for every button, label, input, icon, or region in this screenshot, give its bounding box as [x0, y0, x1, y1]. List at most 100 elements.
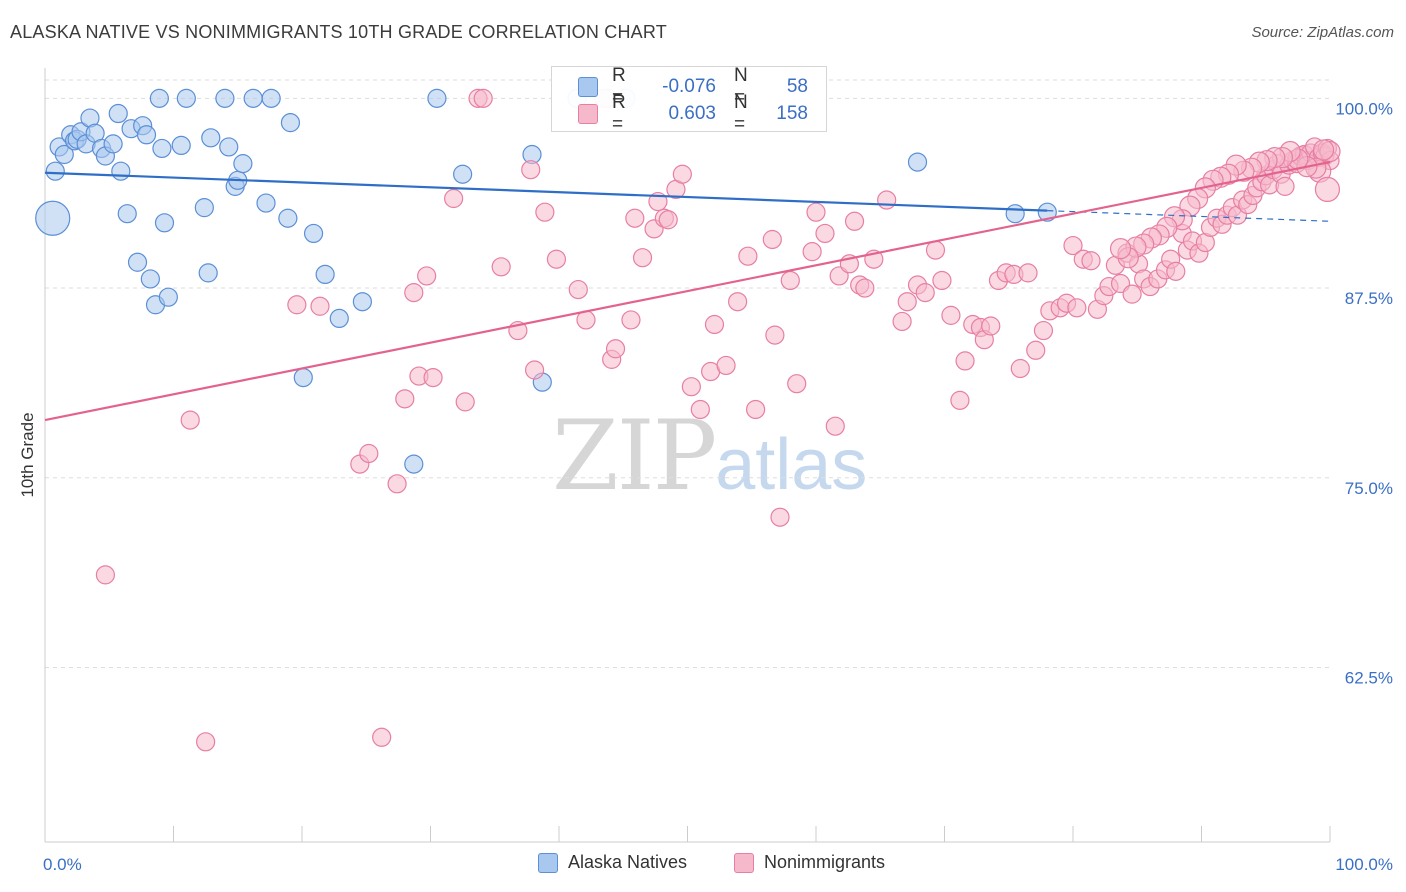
alaska-natives-point [261, 88, 281, 108]
nonimmigrants-point [1122, 284, 1142, 304]
nonimmigrants-point [681, 377, 701, 397]
nonimmigrants-point [915, 283, 935, 303]
alaska-natives-point [149, 88, 169, 108]
legend-swatch-blue [578, 77, 598, 97]
nonimmigrants-point [605, 339, 626, 359]
nonimmigrants-point [825, 416, 845, 436]
nonimmigrants-point [892, 311, 912, 332]
alaska-natives-point [1037, 202, 1057, 222]
watermark-zip: ZIP [552, 400, 717, 512]
alaska-natives-point [329, 308, 349, 329]
y-tick-label: 62.5% [1345, 668, 1393, 687]
nonimmigrants-point [1166, 261, 1186, 281]
legend-swatch-pink [578, 104, 598, 124]
nonimmigrants-point [404, 283, 424, 303]
alaska-natives-point [201, 128, 221, 148]
nonimmigrants-point [941, 305, 961, 325]
nonimmigrants-point [1109, 238, 1132, 260]
nonimmigrants-point [417, 266, 437, 286]
nonimmigrants-point [621, 310, 641, 330]
nonimmigrants-point [359, 443, 379, 464]
alaska-natives-point [198, 263, 218, 283]
nonimmigrants-point [535, 202, 555, 222]
alaska-natives-trendline-extension [1047, 210, 1331, 222]
nonimmigrants-point [672, 164, 692, 184]
alaska-natives-point [127, 252, 148, 272]
alaska-natives-trendline [44, 171, 1048, 212]
nonimmigrants-point [372, 727, 392, 747]
alaska-natives-point [404, 454, 424, 474]
nonimmigrants-point [762, 229, 782, 250]
y-axis-label: 10th Grade [18, 412, 37, 497]
alaska-natives-point [194, 198, 214, 218]
legend-row-alaska-natives: R = -0.076 N = 58 [552, 65, 808, 108]
nonimmigrants-point [787, 374, 807, 394]
alaska-natives-point [215, 88, 235, 108]
nonimmigrants-point [1033, 320, 1054, 341]
alaska-natives-point [256, 193, 276, 213]
alaska-natives-point [1005, 204, 1025, 224]
alaska-natives-point [453, 164, 473, 184]
alaska-natives-point [111, 161, 131, 181]
alaska-natives-point [352, 292, 372, 312]
nonimmigrants-point [925, 240, 946, 260]
legend-r-value: 0.603 [668, 103, 716, 124]
alaska-natives-point [140, 269, 160, 289]
legend-r-value: -0.076 [662, 76, 716, 97]
nonimmigrants-point [1018, 263, 1038, 283]
x-tick-label-left: 0.0% [43, 855, 82, 874]
bottom-legend-swatch-blue [538, 852, 558, 873]
alaska-natives-point [907, 152, 928, 172]
nonimmigrants-point [765, 325, 785, 345]
nonimmigrants-point [491, 257, 511, 277]
alaska-natives-point [108, 103, 128, 124]
nonimmigrants-point [632, 248, 653, 268]
nonimmigrants-point [287, 295, 307, 315]
bottom-legend-nonimmigrants: Nonimmigrants [734, 852, 885, 873]
legend-r-label: R = [612, 92, 626, 135]
nonimmigrants-point [746, 399, 766, 420]
alaska-natives-point [158, 287, 178, 307]
alaska-natives-point [171, 135, 191, 155]
nonimmigrants-point [1275, 176, 1295, 196]
nonimmigrants-point [728, 292, 748, 312]
nonimmigrants-point [855, 278, 875, 298]
alaska-natives-point [152, 138, 172, 159]
alaska-natives-point [176, 88, 196, 108]
nonimmigrants-point [521, 160, 541, 180]
nonimmigrants-point [690, 399, 710, 420]
x-tick-label-right: 100.0% [1335, 855, 1393, 874]
source-label: Source: ZipAtlas.com [1251, 24, 1394, 41]
alaska-natives-point [219, 137, 239, 157]
alaska-natives-point [278, 208, 298, 228]
nonimmigrants-point [196, 732, 216, 752]
alaska-natives-point [427, 88, 447, 108]
nonimmigrants-point [704, 314, 725, 335]
chart-title: ALASKA NATIVE VS NONIMMIGRANTS 10TH GRAD… [10, 22, 667, 42]
correlation-legend: R = -0.076 N = 58 R = 0.603 N = 158 [551, 65, 827, 135]
nonimmigrants-point [1026, 340, 1046, 360]
alaska-natives-point [233, 154, 253, 174]
alaska-natives-point [54, 144, 74, 165]
nonimmigrants-point [395, 389, 415, 409]
legend-n-value: 158 [776, 103, 808, 124]
bottom-legend-swatch-pink [734, 852, 754, 873]
nonimmigrants-point [738, 246, 758, 266]
nonimmigrants-point [802, 242, 822, 262]
bottom-legend-label: Alaska Natives [568, 852, 688, 872]
alaska-natives-point [45, 161, 65, 181]
nonimmigrants-point [981, 316, 1001, 336]
y-tick-label: 75.0% [1345, 479, 1393, 498]
nonimmigrants-point [310, 296, 330, 316]
alaska-natives-point [243, 88, 263, 108]
nonimmigrants-point [1314, 176, 1341, 203]
nonimmigrants-point [1067, 298, 1087, 318]
nonimmigrants-point [1010, 358, 1030, 379]
nonimmigrants-point [423, 368, 443, 388]
nonimmigrants-point [387, 474, 407, 494]
watermark-atlas: atlas [715, 425, 868, 505]
alaska-natives-point [293, 368, 313, 388]
alaska-natives-point [35, 200, 71, 236]
alaska-natives-point [117, 204, 137, 224]
